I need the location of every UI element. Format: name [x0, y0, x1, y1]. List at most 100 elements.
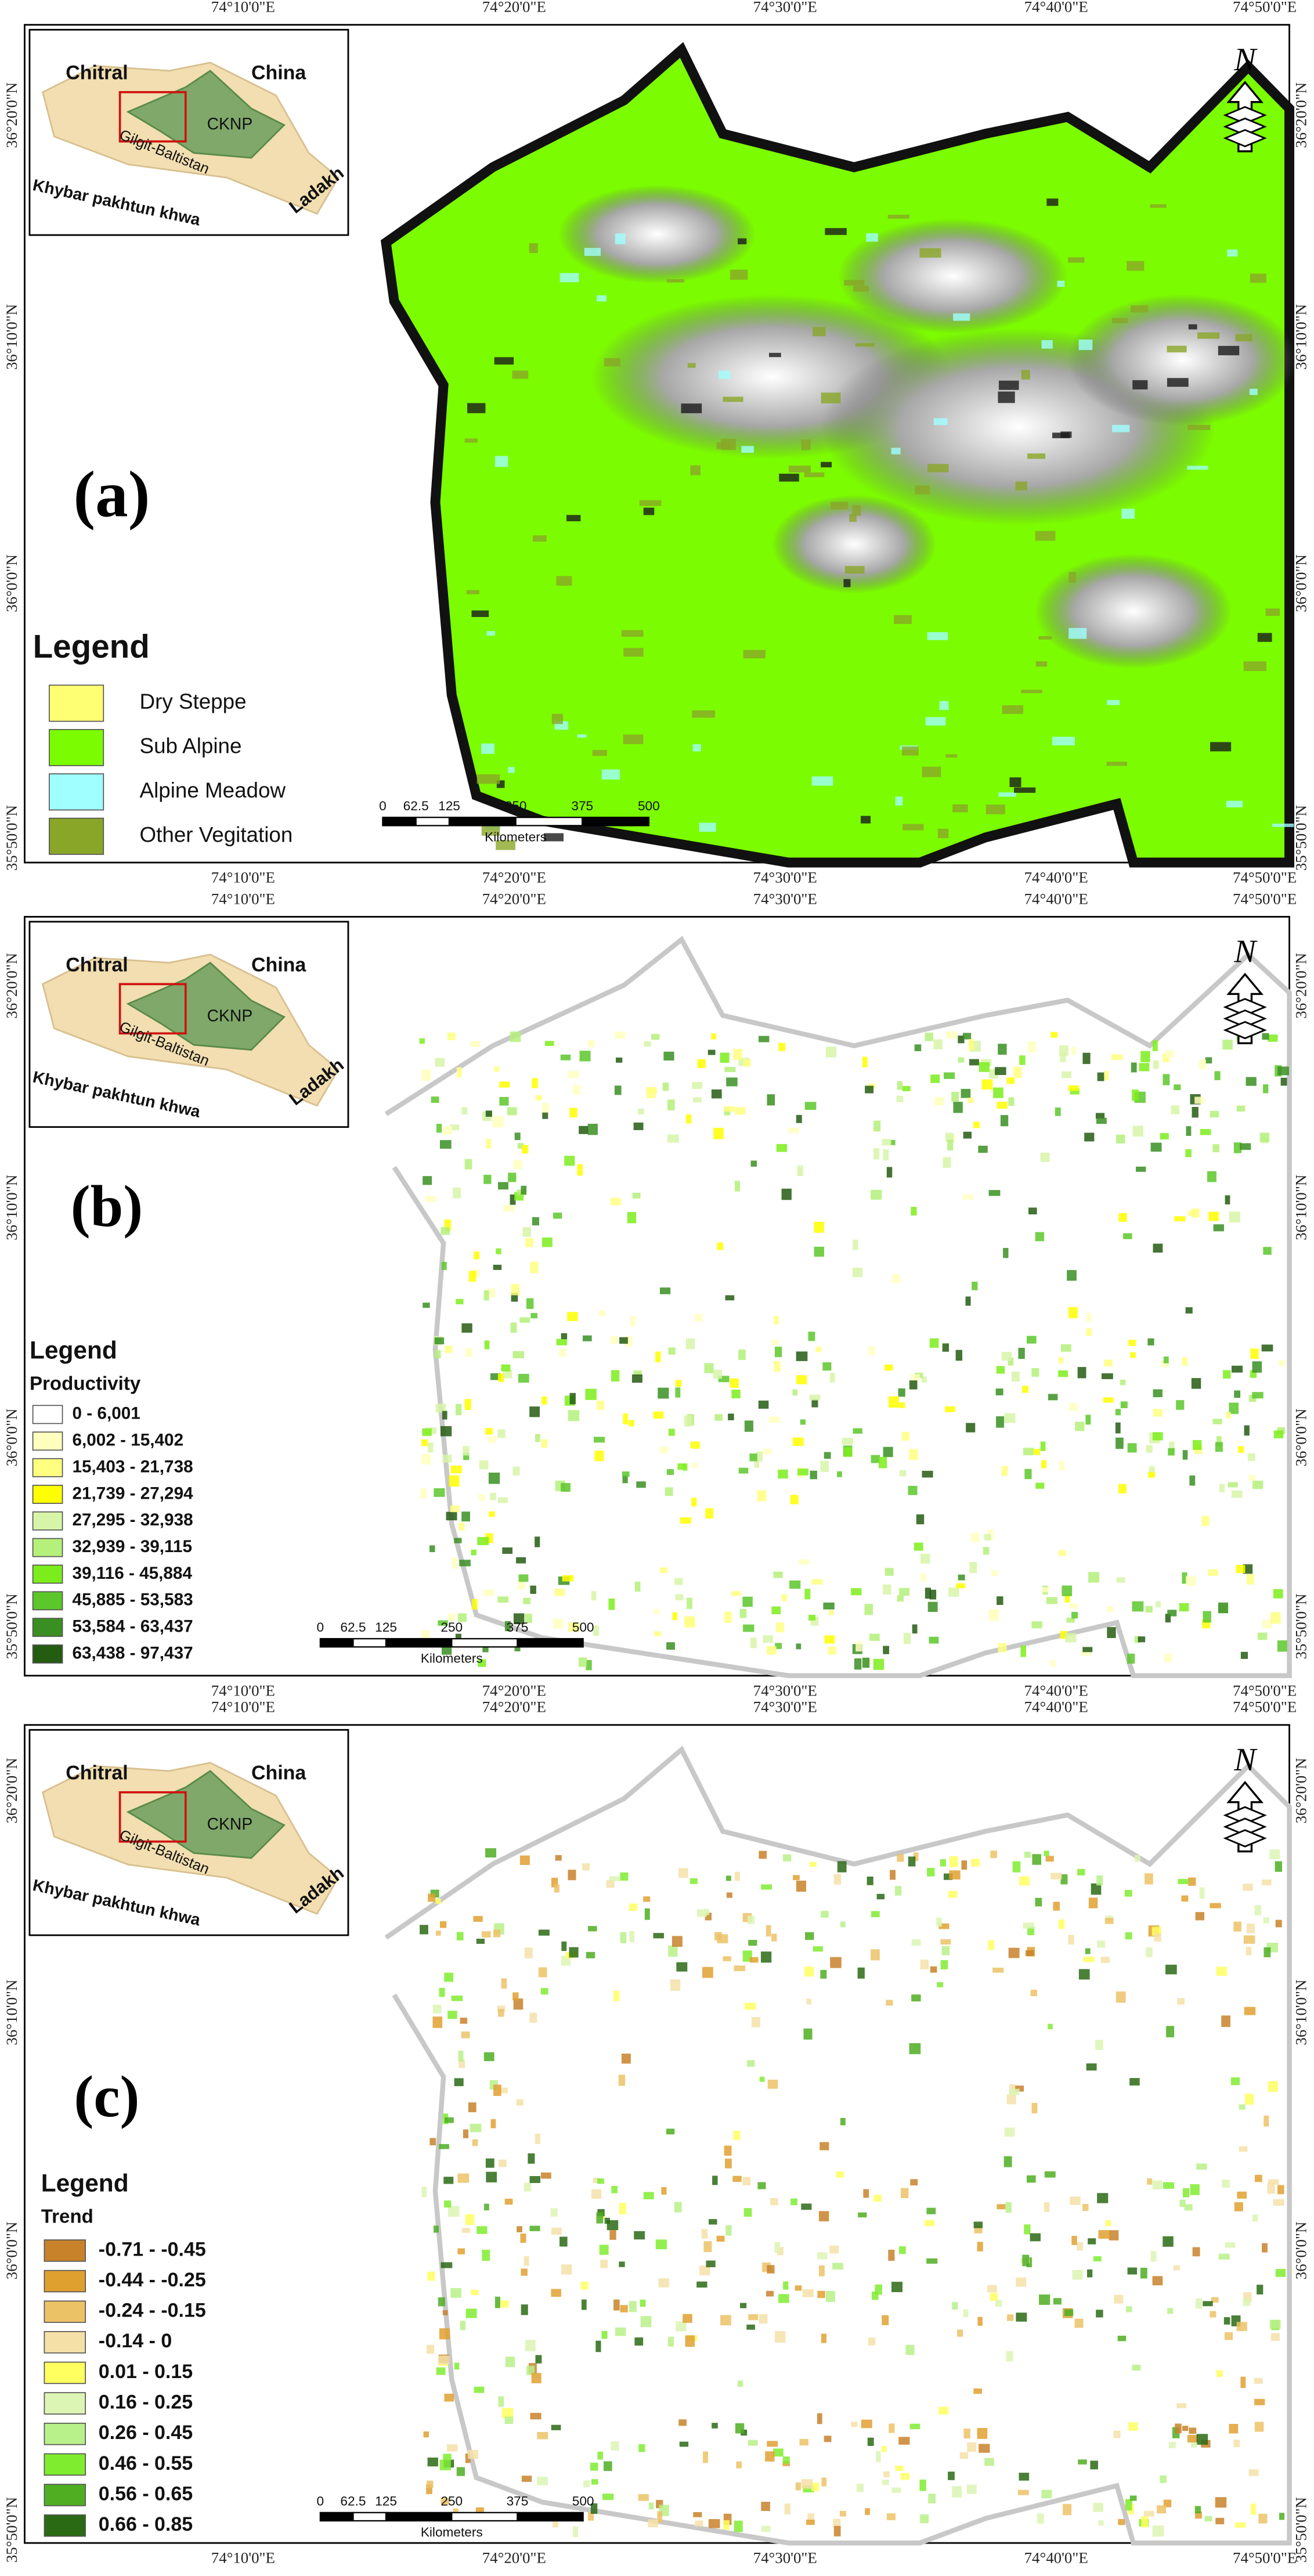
pixel-patch [1011, 1371, 1020, 1382]
pixel-patch [919, 2479, 926, 2491]
vegetation-patch [952, 804, 968, 813]
pixel-patch [587, 1124, 598, 1135]
pixel-patch [632, 1192, 641, 1199]
pixel-patch [522, 1227, 531, 1237]
scale-tick: 125 [375, 1620, 397, 1635]
pixel-patch [1116, 1577, 1125, 1583]
pixel-patch [633, 1122, 644, 1130]
pixel-patch [1234, 1390, 1241, 1398]
pixel-patch [667, 1099, 675, 1110]
pixel-patch [909, 1380, 918, 1390]
pixel-patch [852, 1268, 863, 1278]
pixel-patch [894, 1886, 902, 1896]
vegetation-patch [866, 233, 878, 242]
pixel-patch [460, 2018, 468, 2024]
pixel-patch [890, 1870, 896, 1880]
legend-subtitle: Productivity [30, 1373, 141, 1395]
pixel-patch [482, 2249, 490, 2261]
legend-swatch [44, 2453, 86, 2476]
pixel-patch [1187, 2434, 1199, 2442]
pixel-patch [1008, 1947, 1020, 1958]
pixel-patch [1186, 1576, 1196, 1586]
pixel-patch [1097, 1072, 1104, 1081]
pixel-patch [967, 2442, 977, 2452]
pixel-patch [767, 1094, 775, 1106]
pixel-patch [657, 2511, 663, 2523]
vegetation-patch [723, 396, 743, 402]
pixel-patch [1086, 2063, 1097, 2071]
pixel-patch [1152, 2526, 1164, 2537]
legend-label: -0.14 - 0 [99, 2330, 172, 2352]
pixel-patch [1174, 1216, 1186, 1222]
pixel-patch [823, 1602, 835, 1610]
pixel-patch [712, 2175, 718, 2185]
pixel-patch [1167, 1610, 1177, 1617]
legend-label: 0.56 - 0.65 [99, 2483, 193, 2505]
pixel-patch [840, 1921, 846, 1928]
pixel-patch [483, 1290, 489, 1301]
pixel-patch [458, 1613, 467, 1622]
pixel-patch [1248, 1474, 1256, 1481]
pixel-patch [740, 2303, 747, 2308]
pixel-patch [959, 2452, 969, 2459]
latitude-label: 36°0'0"N [3, 554, 20, 612]
pixel-patch [1041, 1460, 1046, 1469]
pixel-patch [1053, 2298, 1062, 2305]
pixel-patch [1129, 2078, 1140, 2086]
pixel-patch [463, 1452, 470, 1460]
pixel-patch [1068, 1403, 1078, 1411]
pixel-patch [494, 2296, 500, 2308]
legend-title: Legend [30, 1337, 117, 1364]
pixel-patch [631, 1374, 642, 1383]
pixel-patch [972, 1282, 978, 1290]
vegetation-patch [844, 566, 865, 574]
vegetation-patch [1057, 280, 1065, 287]
legend-label: 53,584 - 63,437 [73, 1617, 193, 1636]
pixel-patch [643, 1896, 651, 1902]
pixel-patch [891, 2282, 903, 2292]
pixel-patch [804, 1967, 814, 1977]
pixel-patch [987, 2285, 997, 2293]
pixel-patch [638, 1108, 644, 1114]
pixel-patch [925, 1033, 933, 1041]
pixel-patch [1068, 1085, 1080, 1091]
pixel-patch [796, 1351, 808, 1361]
pixel-patch [541, 1439, 548, 1448]
pixel-patch [1192, 2247, 1200, 2257]
vegetation-patch [687, 363, 696, 368]
latitude-label: 36°20'0"N [1292, 953, 1309, 1019]
pixel-patch [991, 1570, 998, 1576]
pixel-patch [643, 2192, 654, 2200]
pixel-patch [596, 2212, 604, 2224]
vegetation-patch [1068, 257, 1085, 263]
pixel-patch [648, 2519, 659, 2528]
pixel-patch [969, 1561, 977, 1574]
pixel-patch [1182, 1572, 1187, 1584]
pixel-patch [1165, 1050, 1174, 1058]
pixel-patch [497, 1596, 509, 1603]
pixel-patch [441, 1227, 450, 1235]
pixel-patch [627, 1212, 637, 1224]
pixel-patch [1132, 1601, 1144, 1612]
pixel-patch [1012, 1861, 1021, 1873]
vegetation-patch [1187, 424, 1211, 430]
inset-label: China [251, 954, 306, 976]
vegetation-patch [1078, 340, 1093, 351]
pixel-patch [1275, 1920, 1282, 1928]
pixel-patch [1165, 1964, 1177, 1975]
pixel-patch [983, 1547, 990, 1555]
pixel-patch [825, 2290, 835, 2302]
pixel-patch [1109, 2230, 1119, 2241]
pixel-patch [590, 2503, 598, 2514]
vegetation-patch [860, 816, 871, 824]
pixel-patch [678, 2419, 687, 2426]
longitude-label: 74°50'0"E [1233, 2549, 1297, 2567]
pixel-patch [1263, 1917, 1269, 1924]
pixel-patch [1058, 1550, 1066, 1556]
legend-label: -0.24 - -0.15 [99, 2300, 206, 2322]
pixel-patch [995, 1067, 1006, 1076]
pixel-patch [508, 1172, 517, 1182]
pixel-patch [809, 1394, 821, 1401]
pixel-patch [648, 2502, 654, 2510]
pixel-patch [725, 2225, 732, 2236]
